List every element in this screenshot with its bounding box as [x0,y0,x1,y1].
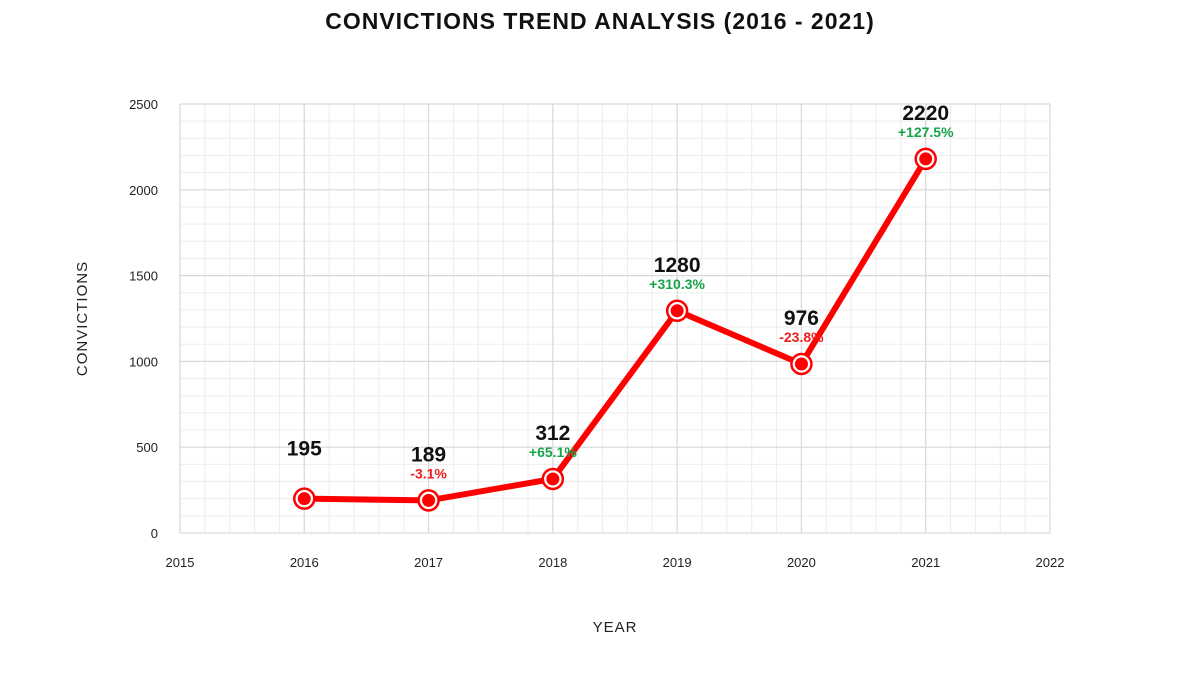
data-point [541,467,565,491]
x-tick-label: 2021 [911,555,940,570]
y-axis-title: CONVICTIONS [74,261,91,376]
data-point [293,487,316,510]
data-label: 1280 [654,254,701,277]
data-point-dot [794,357,808,371]
y-tick-label: 2000 [129,183,158,198]
change-label: +65.1% [529,444,577,460]
data-point-dot [670,304,684,318]
change-label: +127.5% [898,124,954,140]
data-label: 189 [411,443,446,466]
data-point [914,147,937,171]
y-tick-label: 1500 [129,269,158,284]
data-label: 195 [287,438,322,461]
x-tick-label: 2016 [290,555,319,570]
data-labels: 195 189-3.1% 312+65.1% 1280+310.3% 976-23.8%… [287,102,954,481]
x-tick-label: 2018 [538,555,567,570]
y-tick-label: 500 [136,440,158,455]
data-point-dot [546,472,560,486]
data-point-dot [422,493,436,507]
change-label: -3.1% [410,465,447,481]
data-point [417,489,440,512]
data-label: 312 [535,422,570,445]
data-label: 2220 [902,102,949,125]
y-tick-label: 1000 [129,354,158,369]
x-tick-label: 2022 [1036,555,1065,570]
axes: 2015 2016 2017 2018 2019 2020 2021 2022 0 500 1000… [74,97,1064,636]
data-point [790,352,813,376]
data-point-dot [297,492,311,506]
chart-title: CONVICTIONS TREND ANALYSIS (2016 - 2021) [325,8,875,34]
change-label: +310.3% [649,276,705,292]
data-point-dot [919,152,933,166]
series [293,147,937,512]
x-axis-title: YEAR [593,619,638,636]
x-tick-label: 2017 [414,555,443,570]
x-tick-label: 2015 [166,555,195,570]
y-tick-label: 0 [151,526,158,541]
change-label: -23.8% [779,329,824,345]
y-tick-label: 2500 [129,97,158,112]
x-tick-label: 2020 [787,555,816,570]
data-label: 976 [784,307,819,330]
x-tick-label: 2019 [663,555,692,570]
data-point [665,299,689,323]
grid [179,103,1051,534]
series-line [301,155,929,504]
